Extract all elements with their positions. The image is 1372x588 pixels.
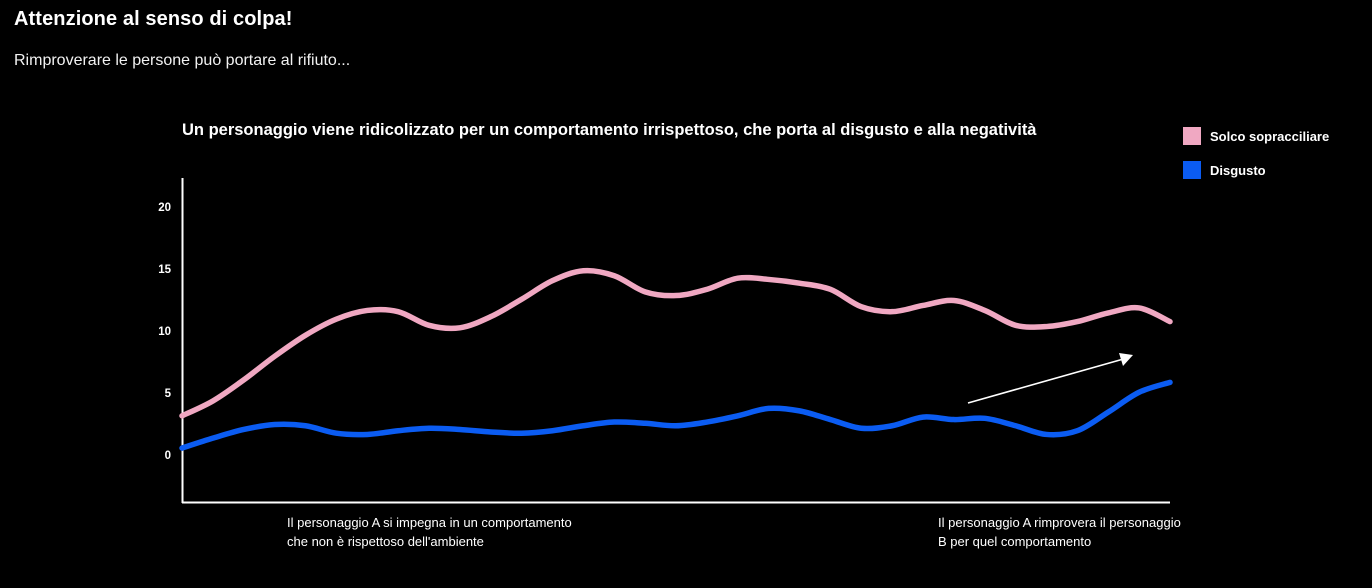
- chart-legend: Solco sopracciliare Disgusto: [1183, 126, 1372, 194]
- y-axis-tick-20: 20: [158, 202, 171, 214]
- y-axis-tick-0: 0: [164, 450, 171, 462]
- y-axis-tick-10: 10: [158, 326, 171, 338]
- trend-up-arrow-icon: [967, 353, 1133, 404]
- annotation-right: Il personaggio A rimprovera il personagg…: [938, 515, 1181, 549]
- legend-swatch-pink: [1183, 127, 1201, 145]
- legend-swatch-blue: [1183, 161, 1201, 179]
- series-line-solco-sopracciliare: [179, 267, 1173, 419]
- page-title: Attenzione al senso di colpa!: [14, 8, 293, 30]
- legend-item-solco-sopracciliare[interactable]: Solco sopracciliare: [1183, 126, 1372, 146]
- annotation-left: Il personaggio A si impegna in un compor…: [287, 515, 572, 549]
- legend-item-disgusto[interactable]: Disgusto: [1183, 160, 1372, 180]
- page-subtitle: Rimproverare le persone può portare al r…: [14, 52, 351, 69]
- y-axis-tick-5: 5: [164, 388, 171, 400]
- series-line-disgusto: [179, 379, 1173, 451]
- y-axis-tick-15: 15: [158, 264, 171, 276]
- chart-title: Un personaggio viene ridicolizzato per u…: [182, 121, 1037, 139]
- legend-label: Disgusto: [1210, 162, 1266, 178]
- legend-label: Solco sopracciliare: [1210, 128, 1330, 144]
